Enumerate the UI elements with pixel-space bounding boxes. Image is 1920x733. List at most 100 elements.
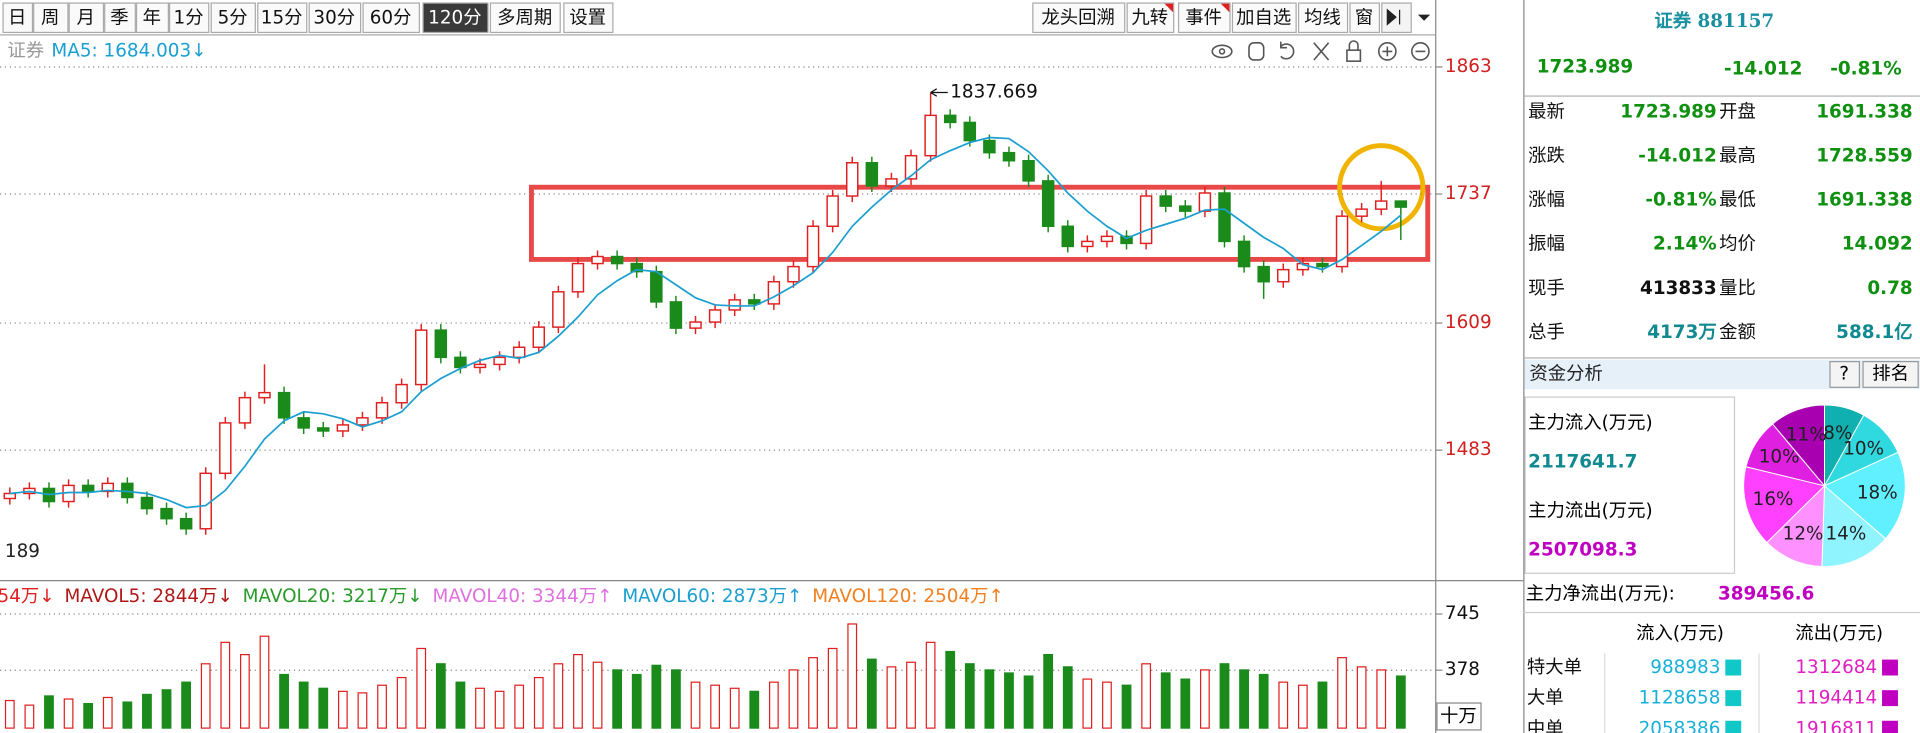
volume-unit: 十万 [1440,706,1477,727]
volume-bar [612,669,623,729]
period-button[interactable] [168,2,210,34]
zoom-out-icon[interactable] [1411,42,1430,61]
period-label: 5分 [218,7,248,28]
outflow-value: 2507098.3 [1528,540,1637,561]
volume-bar [906,661,916,729]
period-label: 120分 [428,7,481,28]
undo-icon[interactable] [1280,41,1295,60]
quote-label: 最新 [1528,102,1565,123]
quote-value: 0.78 [1867,278,1912,299]
period-button[interactable] [68,2,105,34]
volume-bar [455,681,466,729]
pie-slice [1821,484,1887,568]
period-button[interactable] [2,2,34,34]
period-button[interactable] [362,2,420,34]
inflow-swatch [1725,690,1742,707]
hand-icon[interactable] [1248,42,1265,61]
tool-button[interactable] [1126,2,1175,34]
candle-body [1179,205,1192,212]
pie-label: 14% [1825,524,1866,545]
volume-bar [1141,663,1152,729]
zoom-in-icon[interactable] [1377,42,1397,61]
fund-box [1524,396,1736,574]
tool-button[interactable] [1231,2,1297,34]
quote-price: 1723.989 [1537,56,1633,77]
period-button[interactable] [135,2,169,34]
quote-label: 振幅 [1528,234,1565,255]
candle-body [1198,192,1212,212]
y-tick-label: 1737 [1445,183,1492,204]
table-header: 流入(万元) [1636,623,1724,644]
candle-body [669,301,683,329]
period-label: 周 [41,7,59,28]
candle-body [1237,240,1251,268]
candle-body [238,396,252,424]
quote-value: 1691.338 [1816,190,1912,211]
volume-bar [729,687,740,729]
period-button[interactable] [422,2,489,34]
quote-value: 2.14% [1653,234,1717,255]
period-button[interactable] [308,2,362,34]
volume-bar [318,687,329,729]
table-label: 大单 [1527,688,1564,709]
cut-icon[interactable] [1313,42,1330,61]
pie-label: 16% [1753,489,1794,510]
period-button[interactable] [489,2,561,34]
volume-bar [1317,681,1328,729]
quote-label: 总手 [1528,322,1565,343]
quote-label: 现手 [1528,278,1565,299]
tool-button[interactable] [1349,2,1380,34]
candle-body [493,356,506,366]
volume-bar [690,681,701,729]
tool-button[interactable] [1177,2,1231,34]
volume-bar [494,690,505,729]
inflow-value: 2117641.7 [1528,452,1637,473]
toolbar-end [1381,2,1431,34]
pie-label: 10% [1759,447,1800,468]
dropdown-icon[interactable] [1417,14,1431,21]
volume-bar [4,699,15,729]
help-button[interactable] [1829,360,1860,388]
candle-body [317,427,330,432]
volume-bar [220,641,231,729]
period-button[interactable] [210,2,256,34]
volume-bar [102,696,113,729]
period-button[interactable] [33,2,69,34]
y-tick-label: 1483 [1445,439,1492,460]
full-button[interactable] [1381,2,1412,34]
volume-bar [886,666,897,729]
tool-label: 均线 [1304,7,1341,28]
period-button[interactable] [257,2,308,34]
quote-value: 1723.989 [1620,102,1716,123]
candle-body [512,346,526,359]
eye-icon[interactable] [1211,44,1233,59]
volume-legend: MAVOL60: 2873万↑ [622,586,802,607]
outflow-label: 主力流出(万元) [1528,501,1653,522]
candle-body [826,195,839,228]
volume-bar [298,681,309,729]
quote-label: 金额 [1719,322,1756,343]
period-label: 30分 [313,7,355,28]
candle-body [767,280,781,305]
quote-name: 证券 881157 [1654,10,1774,32]
volume-bar [573,653,583,729]
lock-icon[interactable] [1346,49,1362,62]
candle-body [532,326,546,349]
table-label: 中单 [1527,718,1564,733]
period-button[interactable] [563,2,614,34]
tool-button[interactable] [1032,2,1126,34]
volume-bar [1337,657,1347,729]
rank-button[interactable] [1862,360,1919,388]
quote-label: 开盘 [1719,102,1756,123]
period-button[interactable] [104,2,136,34]
candle-body [179,517,193,530]
tool-button[interactable] [1297,2,1349,34]
volume-bar [24,704,35,729]
inflow-swatch [1725,659,1742,676]
volume-bar [181,681,192,729]
volume-bar [83,702,94,729]
candle-body [1159,195,1172,207]
chart-tools [1211,40,1430,62]
